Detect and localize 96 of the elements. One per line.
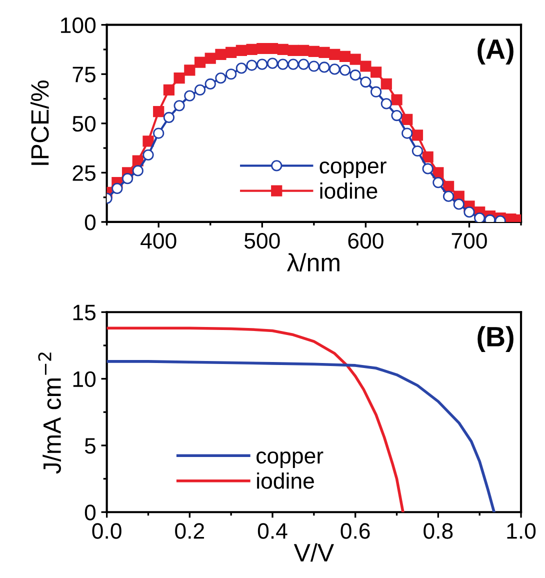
- y-tick-label: 100: [61, 17, 96, 34]
- point: [474, 212, 486, 222]
- point: [370, 66, 382, 78]
- point: [391, 110, 402, 122]
- point: [163, 84, 175, 96]
- point: [132, 165, 144, 176]
- point: [266, 42, 278, 54]
- legend-label: iodine: [257, 472, 314, 489]
- y-tick-label: 25: [72, 165, 96, 181]
- point: [298, 44, 310, 56]
- point: [153, 106, 164, 118]
- point: [204, 52, 216, 64]
- point: [163, 112, 175, 124]
- point: [194, 56, 206, 68]
- point: [184, 64, 196, 76]
- point: [277, 58, 288, 70]
- point: [142, 136, 154, 147]
- point: [122, 173, 134, 184]
- point: [153, 128, 164, 139]
- point: [442, 190, 454, 202]
- y-tick-label: 0: [84, 504, 96, 520]
- y-tick-label: 0: [84, 214, 96, 230]
- point: [318, 62, 330, 73]
- point: [329, 48, 340, 60]
- point: [256, 58, 268, 70]
- y-tick-label: 5: [84, 438, 96, 454]
- point: [391, 94, 402, 106]
- annotation: (A): [478, 38, 514, 65]
- point: [226, 68, 237, 80]
- x-tick-label: 400: [140, 232, 176, 249]
- point: [360, 76, 372, 88]
- point: [464, 206, 475, 218]
- point: [236, 44, 247, 56]
- legend-label: copper: [256, 451, 324, 468]
- point: [204, 78, 216, 90]
- point: [308, 46, 320, 58]
- point: [266, 58, 278, 69]
- y-axis-title: J/mA cm$^{−2}$: [38, 352, 61, 474]
- point: [215, 48, 226, 60]
- x-tick-label: 0.0: [92, 523, 122, 539]
- point: [308, 60, 320, 72]
- point: [402, 128, 413, 139]
- point: [412, 145, 424, 157]
- point: [505, 213, 516, 222]
- x-tick-label: 0.8: [424, 523, 453, 539]
- point: [432, 176, 444, 188]
- point: [350, 70, 361, 81]
- annotation: (B): [478, 326, 514, 352]
- y-tick-label: 50: [72, 116, 96, 132]
- legend-label: copper: [320, 161, 386, 178]
- point: [329, 64, 340, 75]
- point: [298, 58, 310, 70]
- point: [142, 149, 154, 160]
- point: [288, 44, 299, 56]
- point: [215, 72, 226, 84]
- point: [402, 114, 413, 126]
- point: [112, 182, 123, 194]
- point: [380, 78, 392, 90]
- x-tick-label: 0.6: [340, 523, 370, 539]
- x-axis-title: λ/nm: [287, 253, 340, 272]
- point: [453, 198, 464, 210]
- x-tick-label: 500: [244, 232, 280, 249]
- x-tick-label: 0.4: [258, 523, 288, 539]
- point: [360, 60, 372, 72]
- point: [174, 100, 185, 112]
- point: [288, 58, 299, 70]
- x-tick-label: 700: [452, 232, 487, 249]
- point: [412, 130, 424, 141]
- point: [184, 90, 196, 102]
- y-axis-title: IPCE/%: [30, 80, 49, 165]
- x-tick-label: 600: [348, 232, 384, 249]
- point: [380, 98, 392, 110]
- x-tick-label: 1.0: [507, 523, 536, 539]
- point: [236, 62, 247, 74]
- point: [174, 72, 185, 84]
- line-series: [106, 326, 404, 512]
- point: [277, 44, 288, 56]
- point: [246, 44, 258, 56]
- point: [350, 54, 361, 65]
- x-tick-label: 0.2: [175, 523, 204, 539]
- point: [422, 163, 434, 174]
- line-series: [106, 360, 496, 512]
- point: [318, 46, 330, 58]
- point: [226, 46, 237, 58]
- point: [339, 64, 351, 76]
- y-tick-label: 10: [73, 371, 96, 388]
- point: [246, 60, 258, 71]
- point: [194, 84, 206, 96]
- x-axis-title: V/V: [294, 543, 334, 562]
- point: [422, 151, 434, 162]
- point: [256, 42, 268, 54]
- point: [339, 50, 351, 62]
- legend-label: iodine: [320, 182, 378, 199]
- y-tick-label: 15: [73, 304, 96, 320]
- point: [370, 86, 382, 98]
- y-tick-label: 75: [72, 66, 96, 82]
